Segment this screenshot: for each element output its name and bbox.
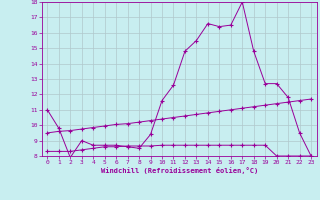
X-axis label: Windchill (Refroidissement éolien,°C): Windchill (Refroidissement éolien,°C)	[100, 167, 258, 174]
